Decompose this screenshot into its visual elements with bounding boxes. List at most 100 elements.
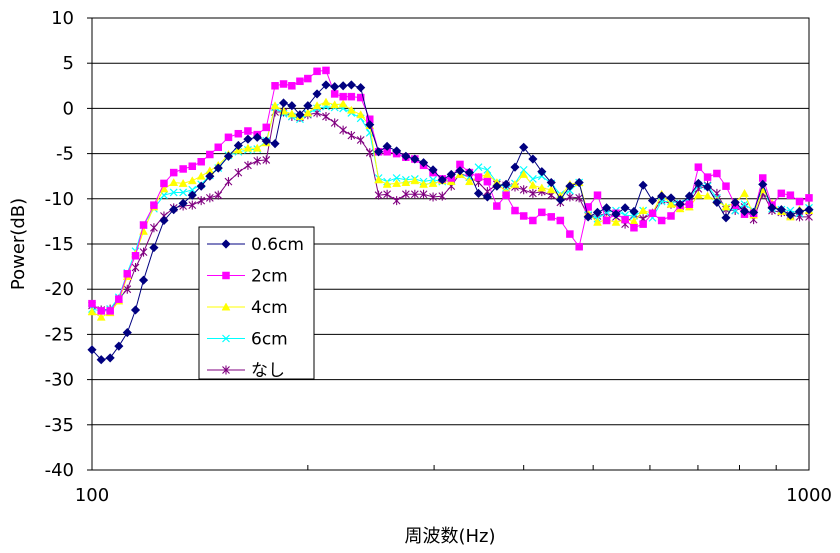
data-point (713, 169, 721, 178)
data-point (261, 136, 271, 146)
data-point (179, 188, 188, 197)
data-point (196, 181, 206, 191)
data-point (131, 263, 140, 273)
data-point (730, 197, 740, 207)
data-point (410, 189, 419, 199)
data-point (169, 188, 178, 197)
data-point (160, 179, 168, 188)
data-point (392, 178, 402, 187)
data-point (330, 100, 340, 109)
data-point (666, 199, 676, 208)
y-tick-label: 0 (63, 98, 74, 119)
data-point (271, 82, 279, 90)
data-point (106, 307, 114, 315)
data-point (519, 185, 528, 195)
data-point (519, 165, 528, 174)
data-point (346, 80, 356, 90)
data-point (97, 307, 105, 315)
legend-label: 6cm (251, 330, 288, 350)
data-point (438, 191, 447, 201)
data-point (528, 180, 538, 189)
data-point (703, 191, 712, 200)
y-tick-label: -40 (45, 460, 74, 481)
data-point (418, 158, 429, 168)
data-point (296, 77, 304, 86)
data-point (547, 213, 555, 221)
data-point (252, 132, 262, 142)
data-point (712, 197, 722, 207)
data-point (330, 82, 340, 92)
data-point (330, 90, 339, 98)
legend-label: 0.6cm (251, 235, 304, 255)
data-point (139, 221, 148, 229)
data-point (804, 205, 814, 215)
data-point (767, 203, 777, 213)
data-point (694, 163, 703, 171)
data-point (703, 173, 712, 181)
data-point (150, 223, 158, 233)
legend-item: 6cm (207, 330, 288, 350)
data-point (169, 178, 179, 186)
data-point (224, 177, 233, 187)
data-point (149, 243, 159, 253)
data-point (96, 355, 106, 365)
data-point (620, 203, 630, 213)
data-point (455, 166, 465, 176)
data-point (197, 157, 205, 166)
data-point (392, 196, 401, 206)
data-point (482, 169, 492, 178)
data-point (392, 146, 402, 156)
data-point (785, 210, 795, 220)
legend-box (198, 226, 315, 380)
data-point (206, 150, 214, 159)
data-point (96, 312, 106, 321)
data-point (538, 208, 546, 217)
data-point (474, 173, 483, 181)
y-tick-label: -10 (45, 189, 74, 210)
data-point (303, 101, 313, 111)
data-point (188, 200, 197, 210)
data-point (555, 195, 565, 205)
data-point (685, 200, 694, 208)
data-point (287, 109, 297, 118)
data-point (339, 125, 348, 135)
data-point (611, 209, 621, 219)
data-point (667, 212, 675, 220)
data-point (777, 189, 786, 198)
data-point (288, 82, 296, 90)
data-point (574, 177, 584, 188)
data-point (338, 99, 348, 108)
data-point (519, 212, 528, 220)
data-point (703, 182, 713, 192)
data-point (510, 179, 520, 188)
data-point (675, 199, 685, 209)
data-point (592, 207, 603, 217)
data-point (356, 93, 365, 102)
data-point (749, 207, 759, 217)
data-point (356, 83, 366, 93)
data-point (138, 275, 149, 285)
data-point (223, 151, 234, 161)
x-axis-tick-marks (307, 465, 777, 470)
x-axis-tick-labels: 100 1000 (75, 485, 832, 506)
data-point (197, 196, 206, 206)
data-point (464, 177, 474, 186)
data-point (234, 129, 243, 138)
data-point (383, 189, 392, 199)
data-point (684, 191, 694, 201)
data-point (243, 143, 253, 152)
data-point (339, 92, 347, 101)
data-point (621, 215, 629, 224)
data-point (566, 230, 574, 238)
data-point (196, 171, 206, 180)
legend-label: 2cm (251, 267, 288, 287)
data-point (537, 183, 547, 192)
data-point (338, 81, 348, 91)
data-point (629, 206, 639, 217)
data-point (566, 192, 574, 202)
data-point (295, 110, 305, 120)
data-point (278, 98, 289, 108)
y-tick-label: 10 (51, 8, 74, 29)
data-point (262, 123, 271, 132)
data-point (639, 220, 647, 228)
